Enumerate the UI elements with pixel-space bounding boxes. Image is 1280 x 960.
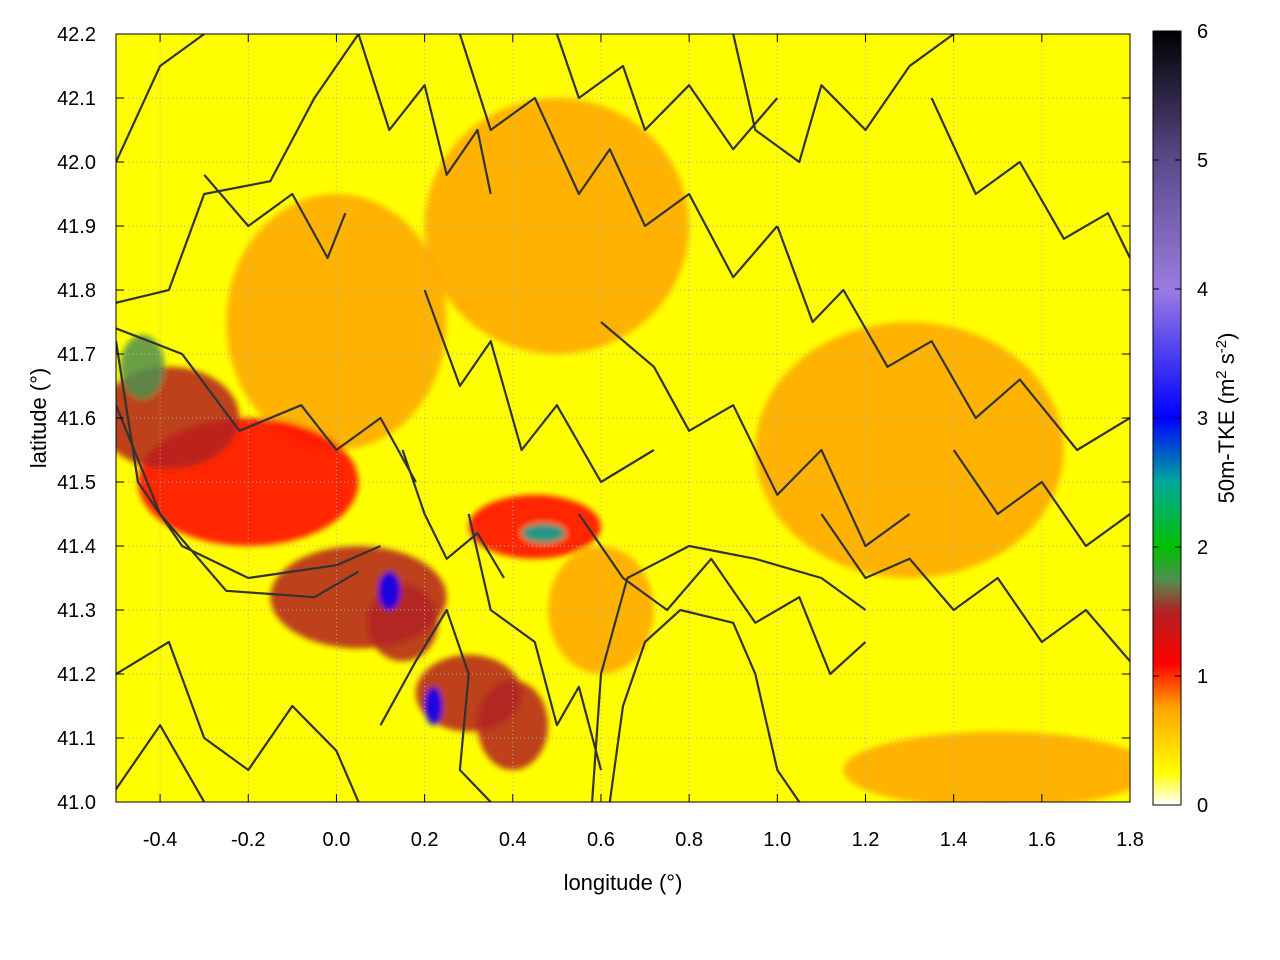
y-tick-label: 42.2 [57, 24, 96, 46]
tke-cell [367, 584, 438, 662]
tke-cell [843, 731, 1130, 802]
colorbar-tick-label: 1 [1197, 666, 1208, 688]
tke-cell [378, 571, 401, 610]
contour-line [608, 608, 801, 802]
contour-line [116, 34, 205, 163]
contour-line [577, 513, 867, 676]
x-tick-label: 0.4 [499, 829, 527, 851]
x-tick-label: 0.6 [587, 829, 615, 851]
contour-line [401, 449, 505, 579]
y-tick-label: 41.9 [57, 216, 96, 238]
y-tick-label: 41.2 [57, 664, 96, 686]
tke-cell [755, 322, 1064, 578]
contour-line [116, 341, 381, 580]
contour-line [467, 513, 603, 771]
y-tick-label: 41.0 [57, 792, 96, 814]
tke-cell [424, 686, 443, 726]
colorbar-tick-label: 4 [1197, 279, 1208, 301]
contour-line [732, 34, 955, 164]
contour-line [203, 174, 347, 260]
contour-line [591, 544, 867, 802]
y-tick-label: 41.7 [57, 344, 96, 366]
colorbar-label: 50m-TKE (m2 s-2) [1213, 333, 1239, 504]
y-tick-label: 41.4 [57, 536, 96, 558]
y-tick-label: 41.5 [57, 472, 96, 494]
colorbar-tick-label: 6 [1197, 21, 1208, 43]
y-tick-label: 42.0 [57, 152, 96, 174]
colorbar-tick-label: 2 [1197, 537, 1208, 559]
y-axis-label: latitude (°) [26, 368, 51, 469]
contour-line [555, 34, 779, 151]
contour-line [930, 97, 1130, 259]
x-tick-label: 0.0 [323, 829, 351, 851]
x-tick-label: 1.6 [1028, 829, 1056, 851]
y-axis-ticks: 41.0 41.1 41.2 41.3 41.4 41.5 41.6 41.7 41.8 41.9… [57, 24, 1130, 814]
heatmap-field [116, 34, 1130, 802]
contour-line [116, 404, 360, 599]
contour-line [820, 513, 1130, 662]
y-tick-label: 41.6 [57, 408, 96, 430]
contour-line [357, 34, 492, 195]
contour-line [116, 724, 206, 802]
colorbar-tick-label: 0 [1197, 795, 1208, 817]
contour-line [116, 640, 360, 802]
tke-cell [120, 334, 165, 399]
y-tick-label: 41.1 [57, 728, 96, 750]
terrain-contours [116, 34, 1130, 802]
colorbar-tick-label: 3 [1197, 408, 1208, 430]
x-tick-label: -0.2 [231, 829, 265, 851]
x-tick-label: 1.2 [852, 829, 880, 851]
y-tick-label: 41.3 [57, 600, 96, 622]
contour-line [458, 34, 779, 279]
x-tick-label: 0.8 [675, 829, 703, 851]
y-tick-label: 42.1 [57, 88, 96, 110]
contour-line [776, 225, 1130, 452]
contour-line [116, 327, 417, 483]
tke-cell [521, 523, 566, 543]
colorbar-ticks: 0 1 2 3 4 5 6 [1153, 21, 1208, 817]
x-axis-label: longitude (°) [564, 870, 683, 895]
x-tick-label: -0.4 [143, 829, 177, 851]
x-tick-label: 0.2 [411, 829, 439, 851]
contour-line [379, 608, 492, 802]
x-tick-label: 1.0 [763, 829, 791, 851]
x-tick-label: 1.4 [940, 829, 968, 851]
contour-line [116, 34, 360, 304]
contour-line [600, 321, 911, 548]
y-tick-label: 41.8 [57, 280, 96, 302]
contour-line [423, 289, 655, 484]
tke-cell [415, 654, 522, 732]
colorbar-tick-label: 5 [1197, 150, 1208, 172]
contour-line [952, 449, 1130, 548]
x-tick-label: 1.8 [1116, 829, 1144, 851]
x-axis-ticks: -0.4 -0.2 0.0 0.2 0.4 0.6 0.8 1.0 1.2 1.4 1.6 1.8 [143, 34, 1144, 851]
